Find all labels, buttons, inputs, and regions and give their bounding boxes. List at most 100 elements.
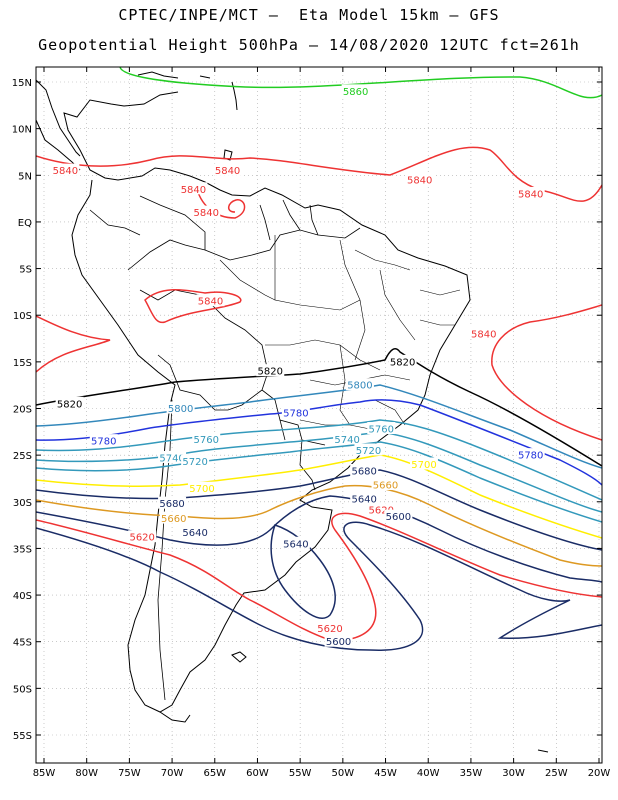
contour-5820 bbox=[36, 348, 602, 467]
lon-label: 35W bbox=[460, 768, 483, 779]
contour-label-bg bbox=[469, 326, 498, 339]
contour-labels: 5860 5840 5840 5840 5840 5840 5840 5840 5840 5820… bbox=[51, 84, 545, 648]
contour-label-bg bbox=[128, 530, 157, 543]
contour-5600 bbox=[36, 521, 602, 651]
contour-label-bg bbox=[192, 205, 221, 218]
contour-label-bg bbox=[516, 448, 545, 461]
island-puerto-rico bbox=[199, 75, 211, 79]
contour-label-5600: 5600 bbox=[326, 637, 351, 648]
lat-label: 50S bbox=[13, 684, 32, 695]
lat-label: 10S bbox=[13, 311, 32, 322]
lat-label: EQ bbox=[18, 218, 32, 229]
contour-label-bg bbox=[181, 454, 210, 467]
lon-label: 65W bbox=[203, 768, 226, 779]
contour-label-5620: 5620 bbox=[369, 506, 394, 517]
contour-label-5800: 5800 bbox=[347, 381, 372, 392]
contour-label-bg bbox=[51, 163, 80, 176]
lat-label: 15S bbox=[13, 358, 32, 369]
lat-label: 30S bbox=[13, 498, 32, 509]
contour-label-5780: 5780 bbox=[283, 409, 308, 420]
contour-5860 bbox=[119, 67, 602, 99]
contour-label-bg bbox=[181, 525, 210, 538]
contour-label-5840: 5840 bbox=[518, 189, 543, 200]
island-hispaniola bbox=[137, 71, 179, 79]
contour-5720 bbox=[36, 441, 602, 523]
title-line-1: CPTEC/INPE/MCT – Eta Model 15km – GFS bbox=[118, 6, 500, 24]
contour-5840-atlantic bbox=[491, 304, 602, 441]
contour-label-5720: 5720 bbox=[182, 457, 207, 468]
contour-label-5680: 5680 bbox=[159, 499, 184, 510]
contour-label-5640: 5640 bbox=[182, 528, 207, 539]
lat-label: 20S bbox=[13, 405, 32, 416]
contour-label-5840: 5840 bbox=[181, 185, 206, 196]
contour-label-bg bbox=[158, 496, 187, 509]
contour-label-5820: 5820 bbox=[390, 357, 415, 368]
lat-label: 35S bbox=[13, 544, 32, 555]
contour-label-bg bbox=[159, 511, 188, 524]
contour-label-bg bbox=[516, 186, 545, 199]
contour-label-bg bbox=[281, 536, 310, 549]
contour-label-5860: 5860 bbox=[343, 87, 368, 98]
contour-label-bg bbox=[192, 432, 221, 445]
contour-label-5840: 5840 bbox=[215, 166, 240, 177]
contour-label-5700: 5700 bbox=[189, 484, 214, 495]
contour-label-5840: 5840 bbox=[198, 297, 223, 308]
contour-label-5740: 5740 bbox=[159, 453, 184, 464]
contour-label-bg bbox=[354, 443, 383, 456]
contour-5620 bbox=[36, 512, 602, 641]
contour-label-bg bbox=[350, 464, 379, 477]
lat-label: 45S bbox=[13, 638, 32, 649]
contour-label-5620: 5620 bbox=[317, 624, 342, 635]
island-trinidad bbox=[223, 149, 233, 161]
contour-label-5760: 5760 bbox=[194, 435, 219, 446]
contour-5780 bbox=[36, 399, 602, 486]
title-line-2: Geopotential Height 500hPa – 14/08/2020 … bbox=[38, 36, 580, 54]
contour-label-5660: 5660 bbox=[373, 480, 398, 491]
contour-label-bg bbox=[384, 509, 413, 522]
lat-label: 15N bbox=[12, 78, 32, 89]
lon-label: 55W bbox=[289, 768, 312, 779]
contour-label-bg bbox=[213, 163, 242, 176]
contour-label-bg bbox=[158, 450, 187, 463]
contour-label-5840: 5840 bbox=[407, 175, 432, 186]
contour-label-bg bbox=[187, 481, 216, 494]
lon-label: 50W bbox=[332, 768, 355, 779]
contour-5840-south bbox=[36, 315, 111, 373]
contour-label-5760: 5760 bbox=[369, 425, 394, 436]
contour-label-5780: 5780 bbox=[518, 451, 543, 462]
coastline-central-america bbox=[36, 79, 81, 157]
contour-5760 bbox=[36, 419, 602, 501]
lat-label: 25S bbox=[13, 451, 32, 462]
coastline-south-america bbox=[63, 91, 471, 713]
contour-5640 bbox=[36, 495, 602, 583]
lat-label: 5N bbox=[18, 171, 32, 182]
contour-label-5640: 5640 bbox=[351, 494, 376, 505]
lon-label: 20W bbox=[588, 768, 611, 779]
contour-label-5840: 5840 bbox=[53, 166, 78, 177]
contour-label-bg bbox=[333, 432, 362, 445]
contour-label-bg bbox=[281, 406, 310, 419]
lat-label: 5S bbox=[19, 265, 32, 276]
contour-label-5600: 5600 bbox=[386, 512, 411, 523]
lat-label: 10N bbox=[12, 125, 32, 136]
contour-label-bg bbox=[166, 401, 195, 414]
contour-5700 bbox=[36, 454, 602, 539]
contour-label-5680: 5680 bbox=[351, 467, 376, 478]
lon-label: 80W bbox=[75, 768, 98, 779]
contour-label-5720: 5720 bbox=[356, 446, 381, 457]
contour-label-5660: 5660 bbox=[161, 514, 186, 525]
contour-5800 bbox=[36, 384, 602, 469]
contour-label-bg bbox=[341, 84, 370, 97]
contour-label-5640: 5640 bbox=[283, 539, 308, 550]
contour-label-5800: 5800 bbox=[168, 404, 193, 415]
plot-area: 5860 5840 5840 5840 5840 5840 5840 5840 5840 5820… bbox=[36, 67, 602, 753]
contour-label-bg bbox=[388, 354, 417, 367]
contour-label-bg bbox=[256, 364, 285, 377]
contour-label-5840: 5840 bbox=[194, 208, 219, 219]
contour-5680 bbox=[36, 469, 602, 551]
contour-label-bg bbox=[55, 396, 84, 409]
lat-label: 55S bbox=[13, 731, 32, 742]
contour-5840-amazon-loop bbox=[144, 288, 242, 324]
contour-label-5700: 5700 bbox=[411, 460, 436, 471]
